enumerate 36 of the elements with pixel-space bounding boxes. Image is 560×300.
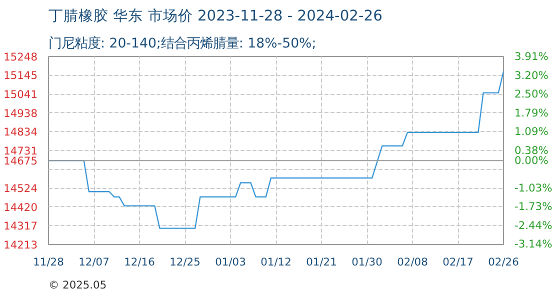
y2-tick-label: -1.73% (514, 200, 552, 214)
y2-tick-label: 1.79% (514, 106, 548, 120)
x-tick-label: 12/25 (170, 256, 200, 268)
y-tick-label: 15041 (4, 88, 38, 102)
y-tick-label: 14834 (4, 126, 38, 139)
y-tick-label: 14731 (4, 144, 38, 158)
chart-subtitle: 门尼粘度: 20-140;结合丙烯腈量: 18%-50%; (48, 36, 316, 52)
x-tick-label: 02/08 (397, 256, 428, 268)
y2-tick-label: 3.20% (514, 68, 548, 82)
y2-tick-label: -1.03% (514, 182, 552, 195)
x-tick-label: 11/28 (33, 256, 64, 268)
chart-title: 丁腈橡胶 华东 市场价 2023-11-28 - 2024-02-26 (48, 8, 382, 24)
x-tick-label: 01/03 (215, 256, 246, 268)
y2-tick-label: 0.38% (514, 144, 548, 157)
y2-tick-label: 2.50% (514, 88, 548, 101)
y-tick-label: 14675 (4, 154, 38, 168)
x-tick-label: 02/26 (488, 256, 520, 268)
y2-tick-label: -2.44% (514, 219, 552, 232)
y2-tick-label: 1.09% (514, 125, 548, 138)
y-tick-label: 15248 (4, 50, 38, 64)
x-tick-label: 02/17 (442, 256, 474, 268)
x-tick-label: 01/21 (306, 256, 337, 268)
y-tick-label: 14938 (4, 106, 38, 120)
y-tick-label: 14213 (4, 238, 38, 252)
y-tick-label: 15145 (4, 69, 38, 82)
x-tick-label: 12/07 (78, 256, 110, 268)
y2-tick-label: -3.14% (514, 238, 552, 251)
y-tick-label: 14317 (4, 220, 38, 233)
y2-tick-label: 0.00% (514, 154, 548, 168)
y2-tick-label: 3.91% (514, 50, 548, 63)
x-tick-label: 01/12 (260, 256, 292, 268)
x-tick-label: 12/16 (124, 256, 156, 268)
y-tick-label: 14420 (4, 200, 38, 214)
y-tick-label: 14524 (4, 182, 38, 196)
x-tick-label: 01/30 (352, 256, 383, 268)
text: © 2025.05 (48, 278, 107, 292)
